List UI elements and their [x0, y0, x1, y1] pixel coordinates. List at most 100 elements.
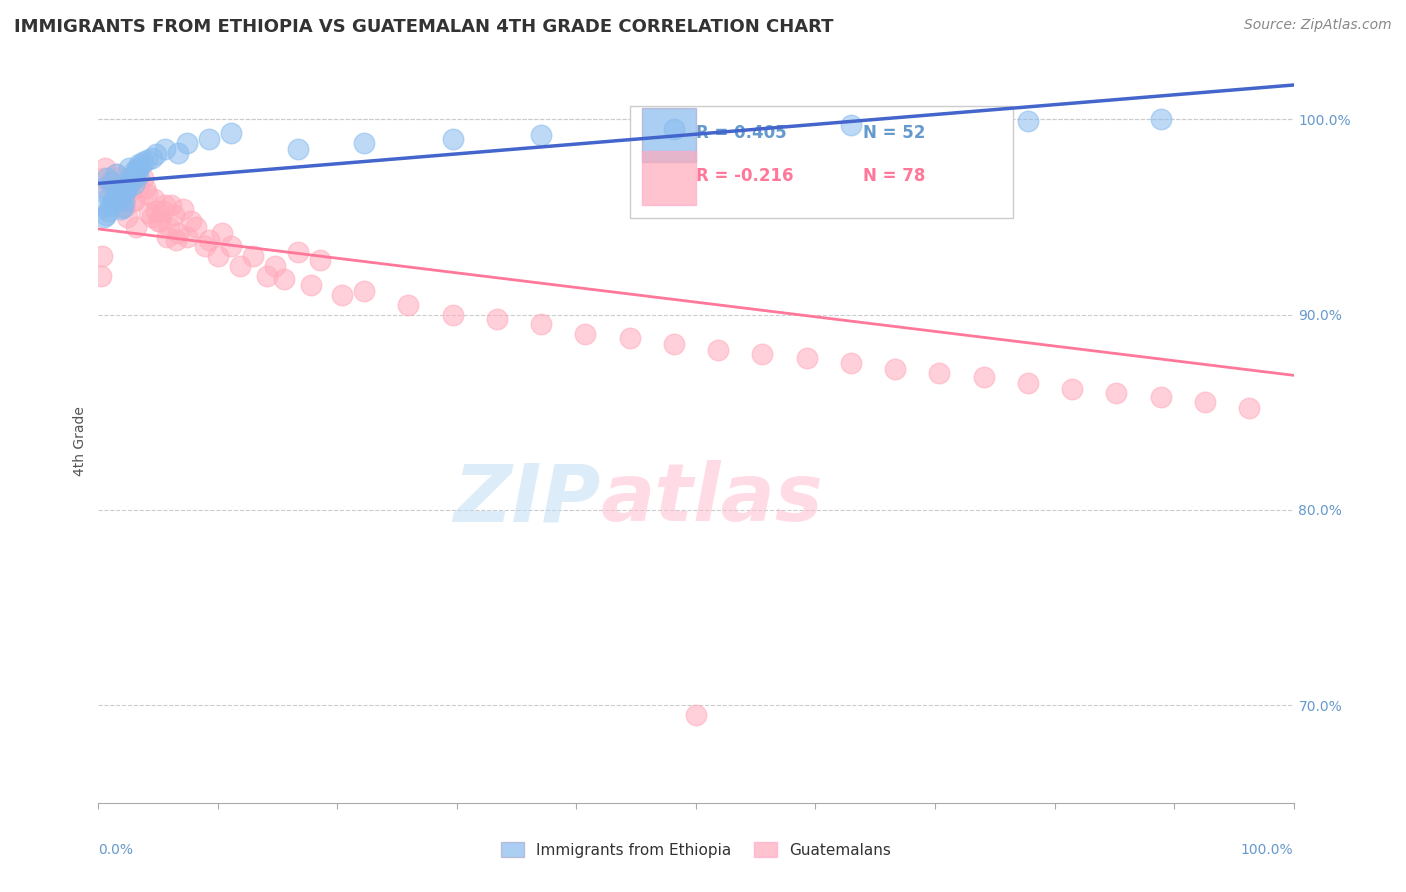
Point — [127, 178, 149, 193]
Point — [96, 180, 118, 194]
Point — [176, 229, 198, 244]
Point — [685, 707, 707, 722]
Point — [1105, 385, 1128, 400]
Point — [153, 198, 176, 212]
Point — [242, 249, 264, 263]
Point — [114, 185, 136, 199]
Point — [530, 318, 553, 332]
Point — [125, 219, 148, 234]
Point — [125, 165, 148, 179]
Point — [176, 136, 198, 150]
Point — [136, 153, 159, 168]
Point — [98, 175, 121, 189]
Point — [184, 219, 207, 234]
Point — [156, 229, 179, 244]
Point — [97, 204, 120, 219]
Text: ZIP: ZIP — [453, 460, 600, 539]
Point — [152, 204, 174, 219]
Point — [117, 177, 139, 191]
Point — [118, 161, 141, 176]
Point — [207, 249, 229, 263]
Point — [839, 118, 862, 132]
Point — [98, 190, 121, 204]
Point — [127, 163, 149, 178]
Point — [101, 196, 124, 211]
Point — [118, 185, 141, 199]
Point — [1239, 401, 1261, 416]
Point — [796, 351, 818, 365]
Point — [103, 190, 125, 204]
Point — [110, 202, 132, 216]
Point — [115, 210, 138, 224]
Point — [157, 219, 180, 234]
Point — [96, 208, 118, 222]
Point — [91, 170, 114, 185]
Point — [114, 200, 136, 214]
Point — [145, 147, 167, 161]
Point — [115, 178, 138, 193]
Text: R = 0.405: R = 0.405 — [696, 124, 786, 142]
Point — [128, 157, 150, 171]
Point — [131, 170, 153, 185]
Text: 0.0%: 0.0% — [98, 843, 134, 856]
Point — [662, 122, 685, 136]
Text: N = 78: N = 78 — [863, 168, 925, 186]
Point — [256, 268, 278, 283]
Point — [149, 214, 172, 228]
Point — [100, 175, 122, 189]
FancyBboxPatch shape — [643, 151, 696, 205]
Point — [1150, 112, 1173, 127]
Point — [90, 268, 112, 283]
Point — [198, 234, 221, 248]
Point — [219, 239, 242, 253]
Legend: Immigrants from Ethiopia, Guatemalans: Immigrants from Ethiopia, Guatemalans — [495, 836, 897, 863]
Point — [287, 245, 309, 260]
Point — [124, 163, 146, 178]
Point — [928, 366, 950, 380]
Point — [134, 180, 156, 194]
Point — [530, 128, 553, 142]
Point — [121, 194, 143, 209]
Point — [100, 175, 122, 189]
Point — [1017, 376, 1039, 390]
Point — [441, 308, 464, 322]
Point — [264, 259, 287, 273]
Point — [172, 202, 194, 216]
FancyBboxPatch shape — [630, 105, 1012, 218]
Point — [1017, 114, 1039, 128]
Point — [167, 226, 190, 240]
Point — [1150, 390, 1173, 404]
Point — [165, 234, 187, 248]
Y-axis label: 4th Grade: 4th Grade — [73, 407, 87, 476]
Point — [485, 311, 508, 326]
Point — [194, 239, 217, 253]
Point — [107, 170, 129, 185]
Point — [299, 278, 322, 293]
Point — [153, 142, 176, 156]
Point — [131, 155, 153, 169]
Point — [163, 208, 186, 222]
Point — [122, 169, 145, 183]
Point — [120, 170, 142, 185]
Point — [110, 190, 132, 204]
Point — [839, 356, 862, 370]
Point — [662, 337, 685, 351]
Text: 100.0%: 100.0% — [1241, 843, 1294, 856]
Point — [105, 167, 128, 181]
Point — [145, 204, 167, 219]
Point — [330, 288, 353, 302]
Point — [884, 362, 907, 376]
Text: R = -0.216: R = -0.216 — [696, 168, 793, 186]
Point — [115, 180, 138, 194]
Point — [111, 200, 134, 214]
Point — [136, 186, 159, 201]
FancyBboxPatch shape — [643, 108, 696, 162]
Point — [122, 177, 145, 191]
Point — [1194, 395, 1216, 409]
Point — [751, 346, 773, 360]
Point — [94, 161, 117, 176]
Point — [129, 159, 152, 173]
Point — [160, 198, 183, 212]
Point — [108, 185, 131, 199]
Point — [94, 200, 117, 214]
